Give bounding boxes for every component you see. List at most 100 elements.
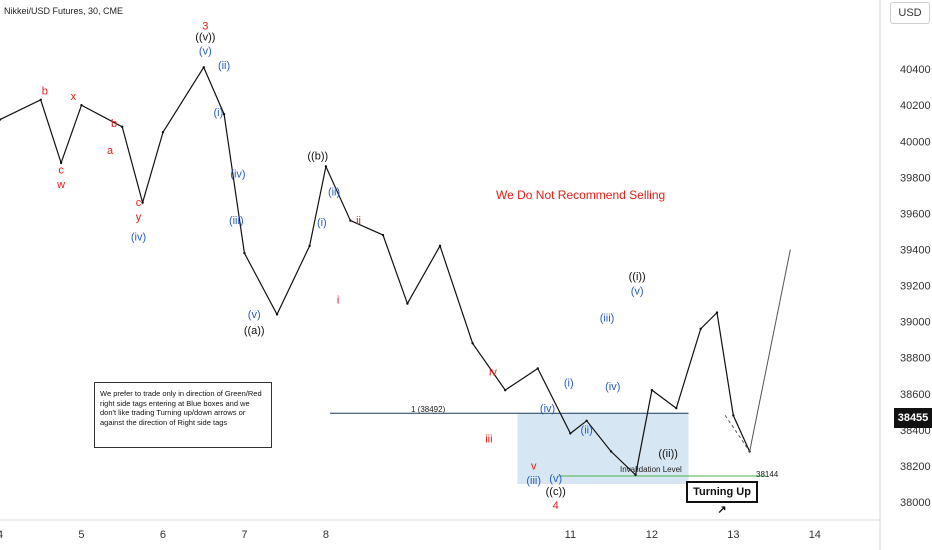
x-tick-label: 8 xyxy=(323,529,329,541)
price-path xyxy=(0,66,751,477)
x-axis: 4 5 6 7 8 11 12 13 14 xyxy=(0,519,880,541)
wave-label: c xyxy=(136,197,142,209)
strategy-note: We prefer to trade only in direction of … xyxy=(94,382,272,448)
y-tick-label: 40200 xyxy=(900,100,931,112)
wave-label: (iv) xyxy=(540,403,555,415)
price-point xyxy=(406,302,409,305)
price-point xyxy=(275,313,279,316)
price-point xyxy=(39,98,42,101)
wave-label: b xyxy=(111,118,117,130)
price-point xyxy=(80,103,83,107)
price-point xyxy=(732,414,735,417)
invalidation-label: Invalidation Level xyxy=(620,465,682,474)
buy-zone-rect xyxy=(517,413,689,484)
wave-label: (ii) xyxy=(581,424,593,436)
price-point xyxy=(243,251,246,255)
wave-label: (iii) xyxy=(600,313,615,325)
price-point xyxy=(0,118,2,121)
wave-label: ((v)) xyxy=(195,31,215,43)
price-point xyxy=(715,311,719,314)
wave-label: ((b)) xyxy=(307,150,328,162)
y-tick-label: 39600 xyxy=(900,208,931,220)
price-point xyxy=(650,388,654,392)
wave-label: 4 xyxy=(553,500,559,512)
chart-title: Nikkei/USD Futures, 30, CME xyxy=(4,6,124,16)
wave-label: (i) xyxy=(317,217,327,229)
wave-label: b xyxy=(42,85,48,97)
projection-path xyxy=(749,249,791,452)
price-point xyxy=(381,233,385,237)
price-point xyxy=(121,125,124,129)
warning-text: We Do Not Recommend Selling xyxy=(496,188,666,202)
currency-button[interactable]: USD xyxy=(890,2,930,24)
wave-label: v xyxy=(531,461,537,473)
projection-line xyxy=(724,249,791,452)
projection-dashed xyxy=(724,415,751,452)
y-tick-label: 39800 xyxy=(900,172,931,184)
y-tick-label: 40400 xyxy=(900,64,931,76)
wave-label: 3 xyxy=(202,20,208,32)
price-point xyxy=(634,473,637,477)
wave-label: (iv) xyxy=(230,168,245,180)
price-point xyxy=(503,388,507,392)
wave-label: (iii) xyxy=(526,475,541,487)
y-tick-label: 39000 xyxy=(900,317,931,329)
price-point xyxy=(569,432,572,435)
x-tick-label: 14 xyxy=(809,529,821,541)
last-price-tag: 38455 xyxy=(894,408,932,428)
price-point xyxy=(675,406,678,410)
x-tick-label: 7 xyxy=(241,529,247,541)
wave-label: ((i)) xyxy=(629,271,646,283)
price-point xyxy=(202,66,205,69)
wave-label: a xyxy=(107,145,114,157)
wave-label: y xyxy=(136,212,142,224)
wave-label: iv xyxy=(489,367,497,379)
wave-label: iii xyxy=(485,433,492,445)
x-tick-label: 4 xyxy=(0,529,3,541)
price-point xyxy=(308,244,311,248)
y-tick-label: 40000 xyxy=(900,136,931,148)
wave-label: (v) xyxy=(631,286,644,298)
y-axis: 40400 40200 40000 39800 39600 39400 39200 39000… xyxy=(879,0,931,550)
wave-labels: bcwxbacy(iv)3((v))(v)(ii)(i)(iv)(iii)(v)… xyxy=(42,20,678,512)
turning-up-label: Turning Up xyxy=(693,486,751,498)
wave-label: c xyxy=(58,165,64,177)
wave-label: w xyxy=(56,179,65,191)
x-tick-label: 12 xyxy=(646,529,658,541)
x-tick-label: 6 xyxy=(160,529,166,541)
fib-level-label: 1 (38492) xyxy=(411,405,446,414)
y-tick-label: 38200 xyxy=(900,461,931,473)
x-tick-label: 11 xyxy=(565,529,576,541)
wave-label: ((c)) xyxy=(546,486,566,498)
wave-label: (v) xyxy=(199,46,212,58)
price-point xyxy=(59,161,63,165)
price-point xyxy=(609,450,613,453)
buy-zone-box xyxy=(517,413,689,484)
wave-label: i xyxy=(337,295,339,307)
price-point xyxy=(699,327,702,331)
y-tick-label: 38600 xyxy=(900,389,931,401)
price-point xyxy=(161,131,165,134)
y-tick-label: 39200 xyxy=(900,281,931,293)
price-point xyxy=(536,367,539,370)
price-point xyxy=(438,244,442,248)
wave-label: (ii) xyxy=(218,60,230,72)
wave-label: (v) xyxy=(248,309,261,321)
turning-up-arrow-icon: ↗ xyxy=(717,504,727,516)
wave-label: (i) xyxy=(564,378,574,390)
price-point xyxy=(349,219,352,222)
wave-label: x xyxy=(71,91,77,103)
wave-label: ii xyxy=(356,215,361,227)
wave-label: (ii) xyxy=(328,186,340,198)
wave-label: (v) xyxy=(549,473,562,485)
wave-label: ((ii)) xyxy=(658,448,678,460)
price-point xyxy=(141,201,144,204)
y-tick-label: 39400 xyxy=(900,244,931,256)
price-point xyxy=(222,112,226,116)
y-tick-label: 38000 xyxy=(900,497,931,509)
turning-up-badge: Turning Up ↗ xyxy=(686,481,758,516)
wave-label: ((a)) xyxy=(244,325,265,337)
price-point xyxy=(471,342,474,345)
